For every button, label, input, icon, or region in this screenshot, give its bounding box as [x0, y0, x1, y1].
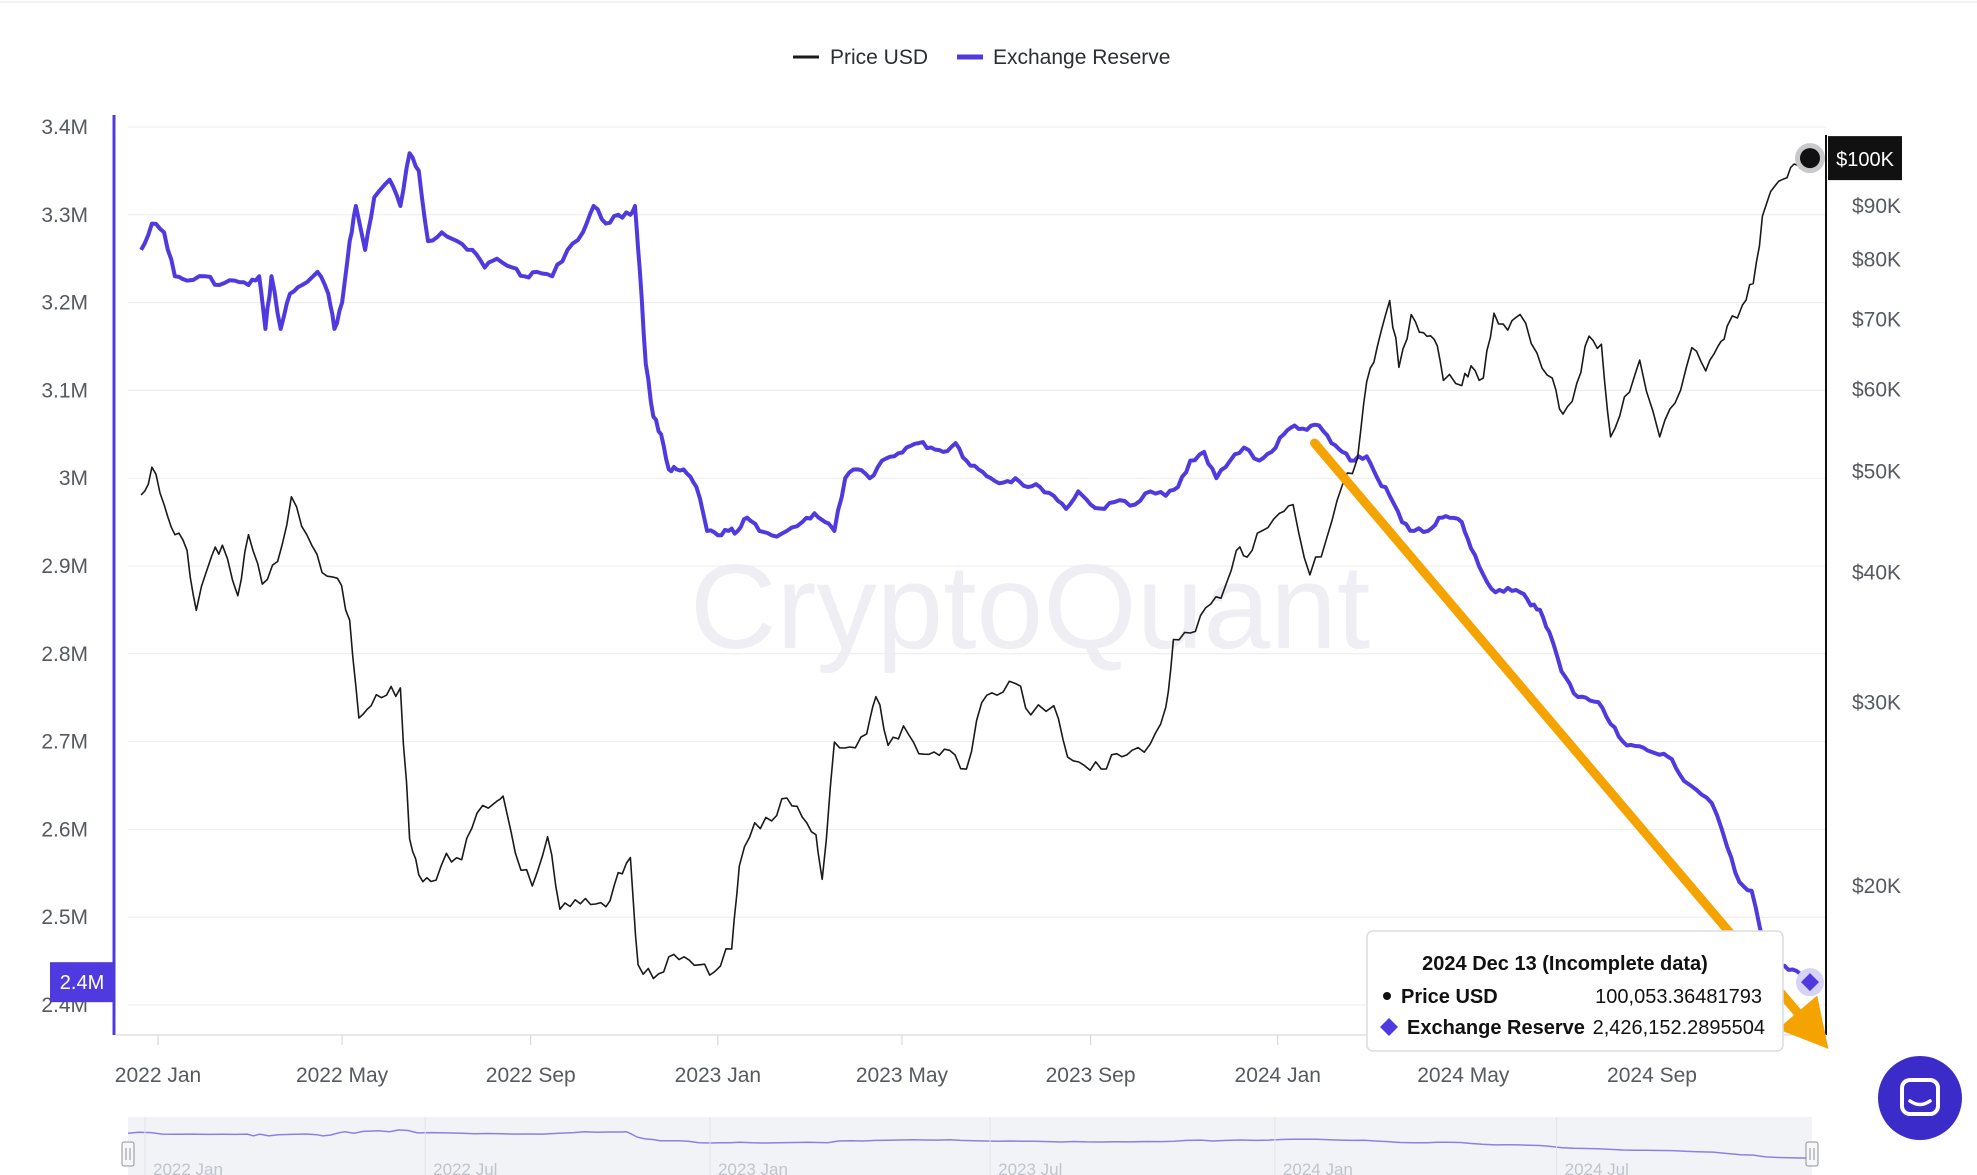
right-tick-label: $30K — [1852, 692, 1901, 715]
left-tick-label: 2.7M — [41, 731, 88, 754]
tooltip-price-dot — [1383, 992, 1391, 1000]
navigator-series-line — [127, 1129, 1813, 1159]
tooltip-title: 2024 Dec 13 (Incomplete data) — [1422, 953, 1708, 975]
navigator-label: 2024 Jul — [1565, 1160, 1629, 1175]
left-tick-label: 3M — [59, 467, 88, 490]
x-tick-label: 2022 Jan — [115, 1064, 201, 1087]
navigator-label: 2022 Jan — [153, 1160, 223, 1175]
navigator-label: 2023 Jul — [998, 1160, 1062, 1175]
chat-bubble-icon — [1900, 1078, 1940, 1116]
legend-label[interactable]: Price USD — [830, 46, 928, 69]
left-tick-label: 3.2M — [41, 292, 88, 315]
x-tick-label: 2022 Sep — [486, 1064, 576, 1087]
navigator-label: 2022 Jul — [433, 1160, 497, 1175]
left-current-badge — [50, 962, 114, 1003]
x-tick-label: 2024 Sep — [1607, 1064, 1697, 1087]
x-tick-label: 2023 Sep — [1046, 1064, 1136, 1087]
left-tick-label: 3.3M — [41, 204, 88, 227]
right-tick-label: $40K — [1852, 562, 1901, 585]
annotation-arrow-head — [1777, 995, 1829, 1049]
x-tick-label: 2024 May — [1417, 1064, 1510, 1087]
right-tick-label: $90K — [1852, 195, 1901, 218]
right-current-badge-text: $100K — [1836, 149, 1894, 171]
tooltip-box — [1366, 930, 1784, 1052]
left-tick-label: 2.5M — [41, 906, 88, 929]
left-tick-label: 3.1M — [41, 379, 88, 402]
tooltip-row-name: Exchange Reserve — [1407, 1017, 1585, 1039]
navigator-label: 2023 Jan — [718, 1160, 788, 1175]
watermark-text: CryptoQuant — [690, 540, 1370, 674]
navigator-right-handle[interactable] — [1805, 1141, 1819, 1167]
tooltip-row-name: Price USD — [1401, 986, 1498, 1008]
right-current-badge — [1828, 136, 1902, 181]
x-tick-label: 2024 Jan — [1235, 1064, 1321, 1087]
price-marker — [1799, 148, 1820, 169]
left-tick-label: 3.4M — [41, 116, 88, 139]
annotation-arrow-shaft — [1310, 438, 1802, 1017]
navigator-background[interactable] — [128, 1117, 1812, 1175]
navigator-label: 2024 Jan — [1283, 1160, 1353, 1175]
left-tick-label: 2.8M — [41, 643, 88, 666]
legend-label[interactable]: Exchange Reserve — [993, 46, 1170, 69]
reserve-marker — [1800, 973, 1819, 992]
right-tick-label: $50K — [1852, 461, 1901, 484]
left-tick-label: 2.6M — [41, 818, 88, 841]
right-tick-label: $70K — [1852, 309, 1901, 332]
chat-launcher-button[interactable] — [1878, 1056, 1962, 1140]
left-current-badge-text: 2.4M — [60, 972, 104, 994]
tooltip-row-value: 2,426,152.2895504 — [1593, 1017, 1765, 1039]
series-line-exchange-reserve — [139, 151, 1812, 984]
tooltip-reserve-diamond — [1380, 1018, 1398, 1036]
right-tick-label: $60K — [1852, 378, 1901, 401]
chat-smile-icon — [1908, 1099, 1932, 1107]
x-tick-label: 2023 May — [856, 1064, 949, 1087]
x-tick-label: 2022 May — [296, 1064, 389, 1087]
x-tick-label: 2023 Jan — [675, 1064, 761, 1087]
right-tick-label: $80K — [1852, 248, 1901, 271]
tooltip-row-value: 100,053.36481793 — [1595, 986, 1762, 1008]
left-tick-label: 2.9M — [41, 555, 88, 578]
navigator-left-handle[interactable] — [121, 1141, 135, 1167]
right-tick-label: $20K — [1852, 875, 1901, 898]
series-line-price-usd — [140, 157, 1811, 980]
